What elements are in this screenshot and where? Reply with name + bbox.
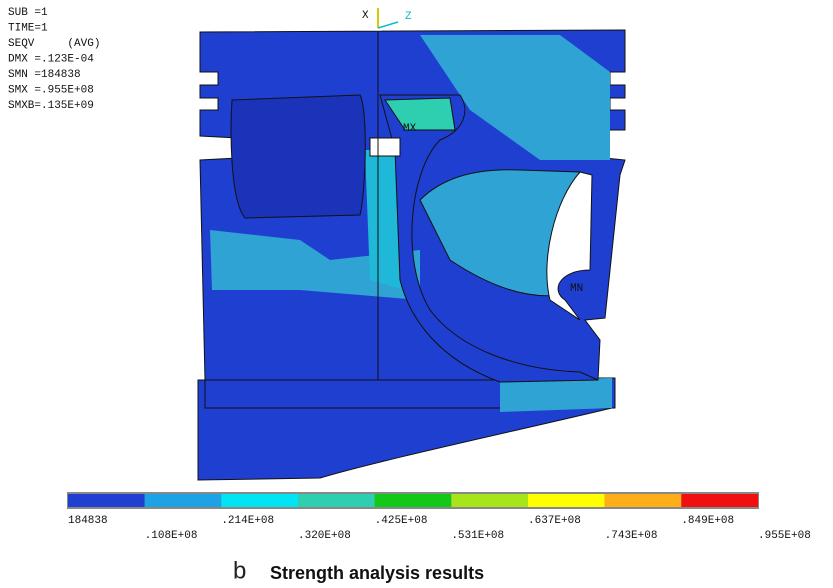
window [231,95,365,218]
triad-axis [378,22,398,28]
caption-text: Strength analysis results [270,563,484,583]
legend-label: .108E+08 [145,530,198,542]
triad-x: X [362,10,369,22]
legend-label: .214E+08 [221,515,274,527]
legend-label: .849E+08 [681,515,734,527]
legend-swatch [528,494,605,507]
legend-swatch [298,494,375,507]
legend-label: .743E+08 [605,530,658,542]
figure-canvas: SUB =1 TIME=1 SEQV (AVG) DMX =.123E-04 SMN =… [0,0,833,588]
legend-swatch [221,494,298,507]
header-line: SEQV (AVG) [8,38,100,50]
slot [370,138,400,156]
legend-label: .425E+08 [375,515,428,527]
legend-swatch [375,494,452,507]
legend: 184838 .108E+08 .214E+08 .320E+08 .425E+08 .5… [67,492,811,542]
legend-label: .637E+08 [528,515,581,527]
legend-label: .531E+08 [451,530,504,542]
max-marker: MX [403,123,417,135]
model [198,30,625,480]
header-line: SUB =1 [8,7,48,19]
legend-label: .320E+08 [298,530,351,542]
triad-z: Z [405,11,412,23]
patch [500,378,612,412]
legend-label: .955E+08 [758,530,811,542]
header-line: DMX =.123E-04 [8,53,94,65]
legend-swatch [145,494,222,507]
header-line: TIME=1 [8,22,48,34]
figure: SUB =1 TIME=1 SEQV (AVG) DMX =.123E-04 SMN =… [0,0,833,588]
header-line: SMX =.955E+08 [8,84,94,96]
legend-label: 184838 [68,515,108,527]
min-marker: MN [570,283,583,295]
legend-swatch [605,494,682,507]
legend-swatch [681,494,758,507]
legend-swatch [68,494,145,507]
caption-label: b [233,557,246,584]
header-line: SMN =184838 [8,69,81,81]
triad: X Z [362,8,412,28]
header-block: SUB =1 TIME=1 SEQV (AVG) DMX =.123E-04 SMN =… [8,7,100,112]
header-line: SMXB=.135E+09 [8,100,94,112]
legend-swatch [451,494,528,507]
